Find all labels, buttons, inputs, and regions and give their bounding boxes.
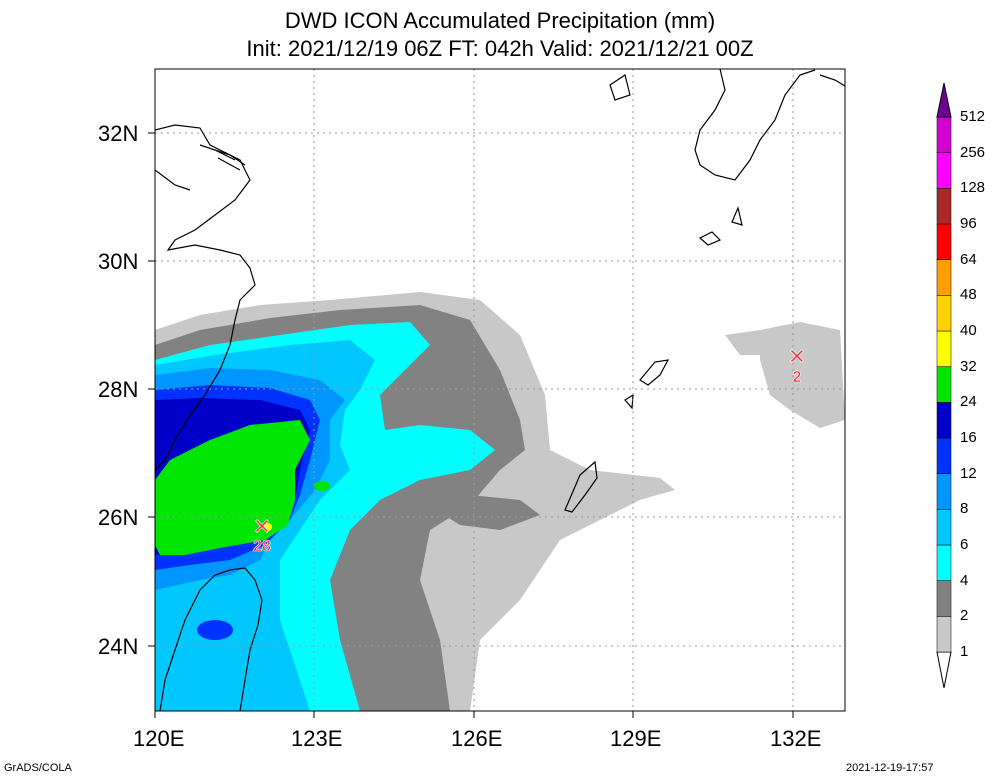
colorbar-label: 12 [960,464,977,482]
precipitation-field [155,292,845,711]
lon-label-126E: 126E [451,726,503,751]
colorbar-box [936,366,952,403]
colorbar-box [936,330,952,367]
coastlines [155,69,845,711]
colorbar-label: 1 [960,643,969,660]
lon-label-129E: 129E [610,726,662,751]
colorbar-label: 24 [960,393,977,411]
colorbar-label: 16 [960,429,977,446]
map-subtitle: Init: 2021/12/19 06Z FT: 042h Valid: 202… [246,36,754,61]
footer-credit: GrADS/COLA [4,762,72,774]
colorbar-box [936,437,952,474]
max-marker-value: 28 [253,538,271,555]
colorbar-box [936,259,952,296]
colorbar-label: 6 [960,536,969,553]
min-marker-value: 2 [793,369,802,386]
kyushu-coast [694,69,816,181]
colorbar-box [936,509,952,546]
colorbar-label: 4 [960,571,969,589]
colorbar-box [936,188,952,225]
lon-label-120E: 120E [133,726,185,751]
colorbar-box [936,616,952,653]
colorbar-box [936,580,952,617]
colorbar-label: 32 [960,357,977,375]
footer-timestamp: 2021-12-19-17:57 [846,762,934,774]
colorbar-label: 64 [960,250,977,268]
plot-frame [154,68,846,712]
map-title: DWD ICON Accumulated Precipitation (mm) [284,8,716,33]
colorbar [936,82,952,689]
china-coast [155,124,256,471]
colorbar-box [936,544,952,581]
precip-contour-24mm [155,420,310,555]
colorbar-box [936,295,952,332]
colorbar-label: 48 [960,286,977,304]
lon-label-132E: 132E [770,726,822,751]
colorbar-box [936,473,952,510]
colorbar-label: 40 [960,322,977,339]
min-marker: ✕ 2 [787,345,806,387]
lat-label-30N: 30N [98,249,139,274]
lat-label-24N: 24N [98,634,139,659]
colorbar-low-triangle [936,651,952,689]
colorbar-box [936,116,952,153]
lat-label-32N: 32N [98,121,139,146]
precip-contour-1mm-east [760,322,845,428]
colorbar-box [936,402,952,439]
max-marker-symbol: ✕ [253,515,271,540]
colorbar-box [936,223,952,260]
colorbar-box [936,152,952,189]
lat-label-26N: 26N [98,505,139,530]
min-marker-symbol: ✕ [788,345,806,370]
colorbar-high-triangle [936,82,952,118]
lon-label-123E: 123E [291,726,343,751]
colorbar-label: 8 [960,500,969,518]
taiwan-coast [159,567,263,711]
colorbar-label: 256 [960,143,986,161]
colorbar-label: 2 [960,607,969,625]
graticule [155,69,845,711]
max-marker: ✕ 28 [252,515,271,556]
lat-label-28N: 28N [98,377,139,402]
colorbar-label: 128 [960,179,986,197]
colorbar-label: 512 [960,108,986,125]
colorbar-label: 96 [960,215,977,232]
